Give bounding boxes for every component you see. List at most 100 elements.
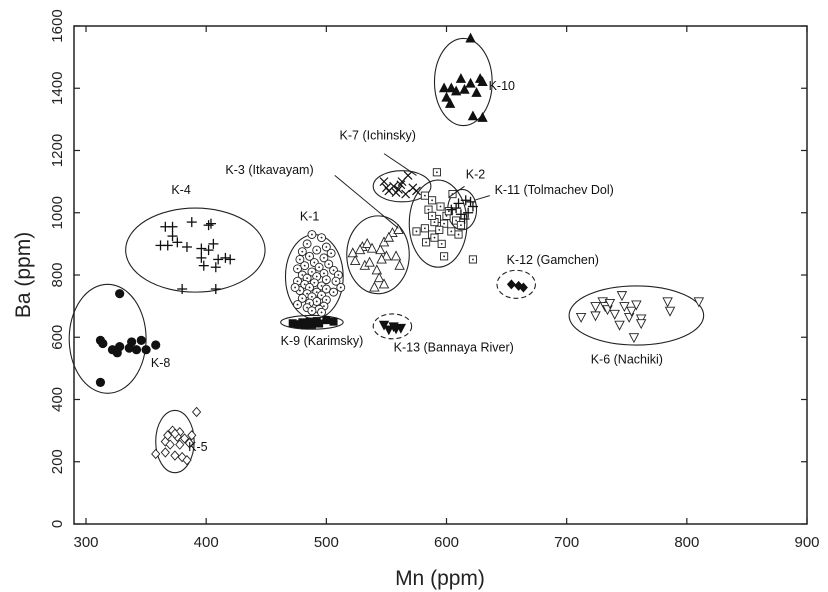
group-label: K-3 (Itkavayam) [225,163,313,177]
data-point [430,233,439,242]
data-point [208,238,219,249]
data-point [136,335,146,345]
point-center [335,280,337,283]
point-center [311,309,313,312]
point-center [443,222,446,225]
data-point [444,98,456,108]
group-label: K-4 [171,183,191,197]
data-point [307,320,316,329]
data-point [631,300,642,311]
data-point [459,213,470,224]
data-point [165,439,175,450]
data-point [300,261,310,271]
data-point [312,297,322,306]
label-leader [474,195,490,201]
y-tick-label: 1600 [49,9,66,42]
group-ellipse [346,215,410,295]
group-ellipses [68,37,705,474]
data-point [324,259,334,269]
data-point [288,319,297,328]
data-point [302,239,312,249]
data-point [172,237,183,248]
point-center [306,292,309,295]
data-point [131,345,142,355]
data-point [446,204,457,215]
data-point [297,293,307,303]
point-center [330,252,333,255]
point-center [460,224,462,227]
data-point [412,186,421,196]
point-center [296,267,299,270]
point-center [325,299,328,301]
point-center [325,246,328,248]
data-point [170,450,180,461]
data-point [213,254,224,265]
data-point [307,306,317,316]
data-point [432,168,441,177]
data-point [420,224,429,233]
x-tick-label: 400 [194,534,219,551]
data-point [160,447,170,458]
x-tick-label: 900 [794,534,819,551]
point-center [315,291,318,294]
point-center [320,284,323,287]
data-point [471,87,482,97]
group-ellipse [155,409,195,474]
data-point [590,311,601,322]
data-point [604,298,616,309]
point-center [423,227,426,230]
data-point [210,284,221,295]
data-point [375,244,386,255]
data-point [436,202,445,211]
group-ellipse [125,207,266,293]
data-point [314,262,324,272]
data-point [307,230,317,239]
group-label: K-11 (Tolmachev Dol) [495,183,614,197]
group-ellipse [433,37,493,127]
group-ellipse [568,285,705,346]
point-center [332,269,335,272]
data-point [112,348,122,358]
group-label: K-1 [300,210,320,224]
data-point [369,281,380,292]
data-point [440,219,449,228]
data-point [151,340,161,350]
data-point [95,377,106,387]
group-ellipse [408,179,468,268]
point-center [425,241,427,244]
group-ellipse [280,314,344,330]
group-ellipse [372,313,413,340]
data-point [186,217,197,228]
data-point [317,233,326,243]
y-tick-label: 1400 [49,72,66,105]
point-center [435,171,438,174]
data-point [454,230,463,239]
data-point [397,177,407,187]
data-point [393,223,404,234]
data-point [293,300,302,310]
group-label: K-7 (Ichinsky) [340,129,416,143]
point-center [306,277,309,280]
data-point [390,324,402,335]
data-point [452,216,461,225]
point-center [448,210,450,213]
data-point [635,319,647,330]
point-center [427,208,430,211]
data-point [205,218,216,229]
data-point [609,309,620,320]
data-point [297,247,307,257]
data-point [412,227,421,236]
point-center [315,275,318,278]
point-center [313,261,316,264]
point-center [296,303,299,306]
point-center [308,255,311,258]
plot-frame [73,25,808,525]
point-center [325,278,328,281]
x-tick-label: 300 [74,534,99,551]
label-leader [334,175,399,229]
point-center [327,263,330,266]
data-point [460,195,471,206]
data-point [175,439,185,450]
data-point [366,242,378,253]
group-ellipse [68,283,147,394]
